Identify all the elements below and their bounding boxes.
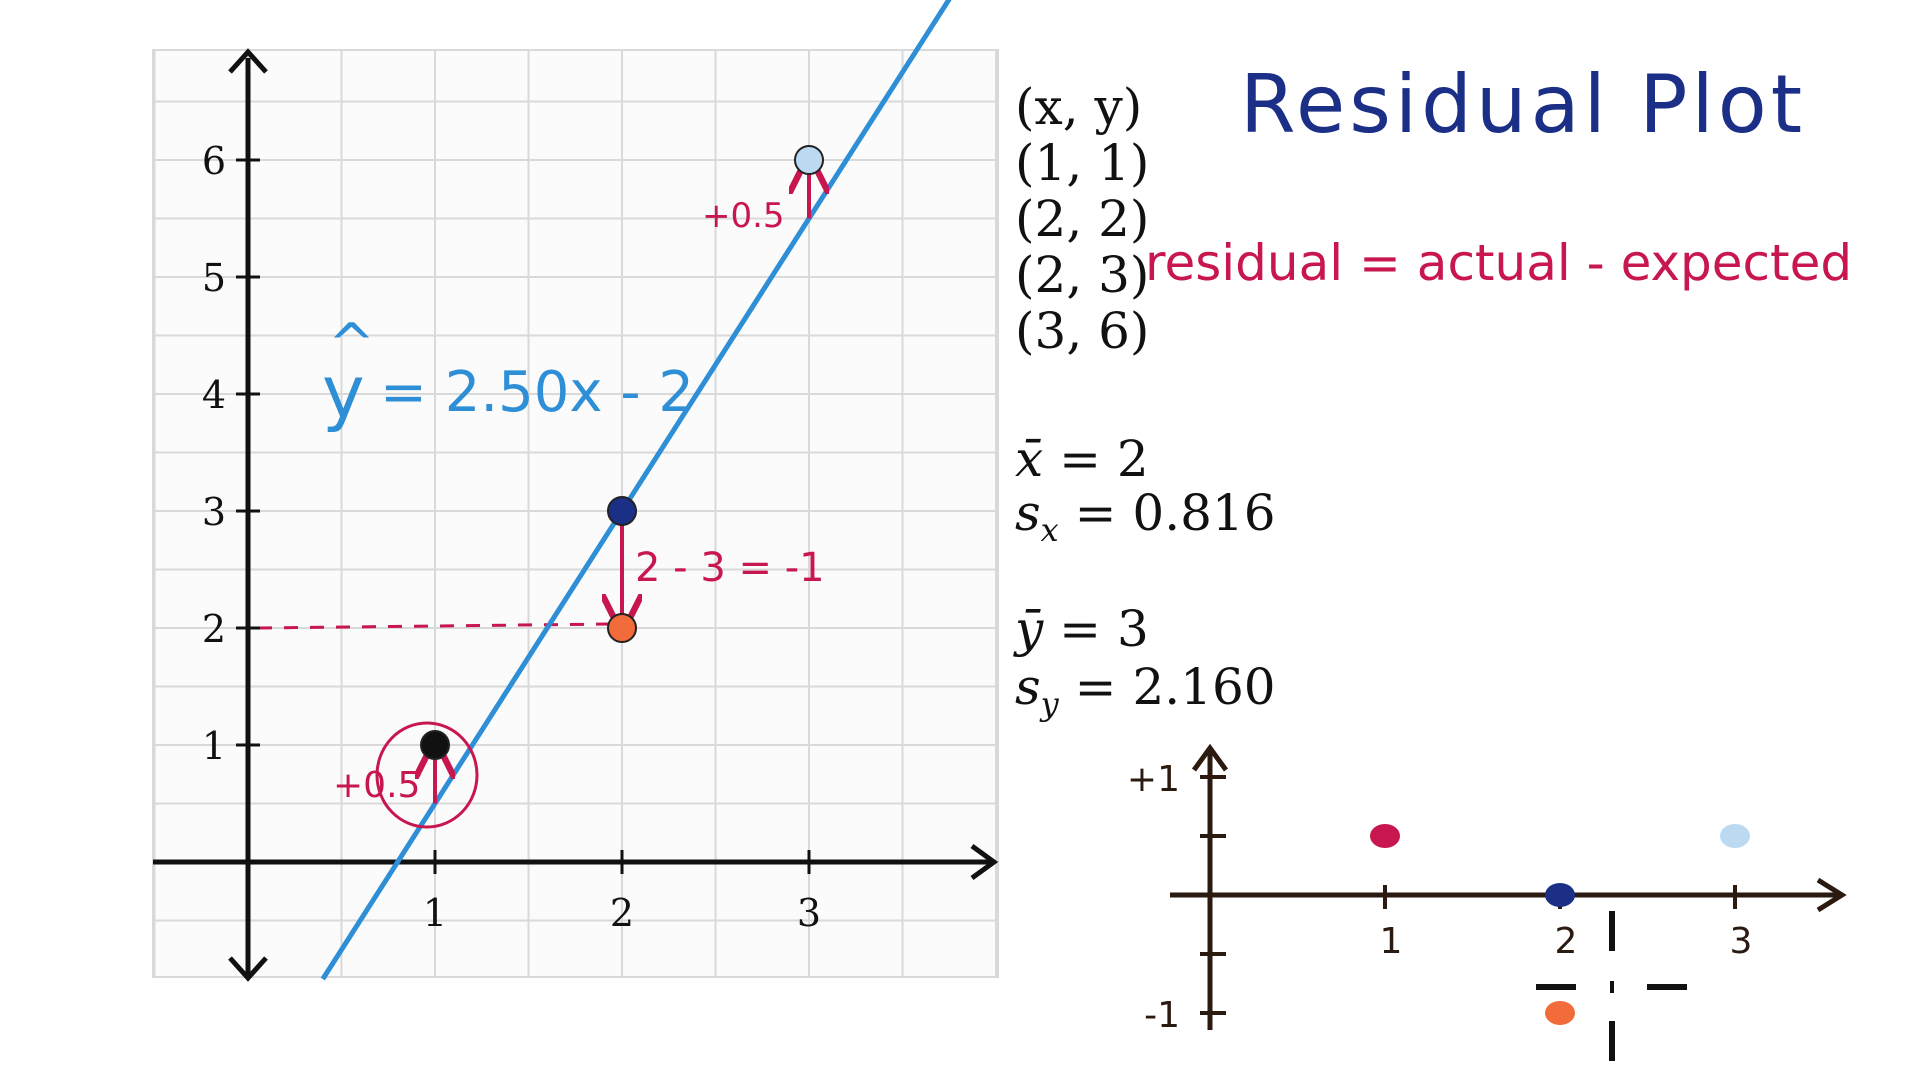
s-x-subscript: x: [1040, 511, 1059, 549]
s-x: sx = 0.816: [1015, 488, 1276, 546]
y-bar: ȳ = 3: [1015, 604, 1149, 654]
scatter-grid: [152, 49, 999, 978]
data-point: [420, 730, 450, 760]
y-tick-label: 4: [202, 373, 226, 417]
residual-annotation-1: +0.5: [333, 765, 421, 806]
y-tick-label: 3: [202, 490, 226, 534]
residual-x-tick-label: 1: [1380, 921, 1403, 962]
x-bar: x̄ = 2: [1015, 434, 1149, 484]
residual-x-tick-label: 2: [1555, 921, 1578, 962]
s-x-label: s: [1015, 484, 1041, 542]
scatter-points: [420, 145, 824, 760]
x-axis-arrow-icon: [970, 843, 999, 881]
residual-annotation-2: 2 - 3 = -1: [635, 545, 825, 591]
highlight-circle: [375, 721, 479, 829]
point-3-label: (2, 3): [1015, 246, 1150, 304]
points-header: (x, y): [1015, 78, 1143, 136]
s-y-value: = 2.160: [1074, 658, 1276, 716]
crosshair-cursor-icon: [1534, 909, 1689, 1063]
residual-point: [1545, 883, 1575, 907]
regression-line: [320, 0, 952, 981]
point-1-label: (1, 1): [1015, 134, 1150, 192]
y-tick-label: 1: [202, 724, 226, 768]
y-hat-symbol: y: [322, 350, 365, 434]
plot-background: [152, 49, 999, 978]
regression-equation-text: = 2.50x - 2: [380, 360, 694, 425]
x-tick-label: 3: [797, 891, 821, 935]
data-point: [607, 613, 637, 643]
point-4-label: (3, 6): [1015, 302, 1150, 360]
residual-y-tick-label: -1: [1144, 995, 1180, 1036]
residual-plot: +1 -1 1 2 3: [1127, 743, 1847, 1036]
s-y-label: s: [1015, 658, 1041, 716]
residual-point: [1720, 824, 1750, 848]
scatter-tick-labels: 1 2 3 4 5 6 1 2 3: [202, 139, 821, 935]
hat-icon: ^: [328, 312, 375, 377]
y-axis-arrow-up-icon: [228, 48, 268, 74]
dashed-guide-line: [257, 622, 613, 630]
x-bar-value: = 2: [1059, 430, 1149, 488]
y-bar-label: ȳ: [1015, 600, 1044, 658]
residual-y-tick-label: +1: [1127, 759, 1180, 800]
y-axis-arrow-down-icon: [228, 956, 268, 982]
x-tick-label: 2: [610, 891, 634, 935]
residual-y-arrow-icon: [1191, 743, 1229, 772]
s-y-subscript: y: [1040, 685, 1059, 723]
y-tick-label: 5: [202, 256, 226, 300]
scatter-axes: [153, 48, 999, 982]
residual-annotation-3: +0.5: [702, 196, 785, 236]
residual-formula: residual = actual - expected: [1145, 234, 1853, 292]
data-point: [607, 496, 637, 526]
page-title: Residual Plot: [1240, 58, 1807, 151]
residual-arrows: [435, 174, 809, 804]
data-point: [794, 145, 824, 175]
residual-x-arrow-icon: [1816, 877, 1847, 913]
point-2-label: (2, 2): [1015, 190, 1150, 248]
residual-x-tick-label: 3: [1730, 921, 1753, 962]
x-tick-label: 1: [423, 891, 447, 935]
residual-point: [1545, 1001, 1575, 1025]
s-x-value: = 0.816: [1074, 484, 1276, 542]
y-tick-label: 2: [202, 607, 226, 651]
residual-point: [1370, 824, 1400, 848]
x-bar-label: x̄: [1015, 430, 1044, 488]
s-y: sy = 2.160: [1015, 662, 1276, 720]
y-tick-label: 6: [202, 139, 226, 183]
y-bar-value: = 3: [1059, 600, 1149, 658]
